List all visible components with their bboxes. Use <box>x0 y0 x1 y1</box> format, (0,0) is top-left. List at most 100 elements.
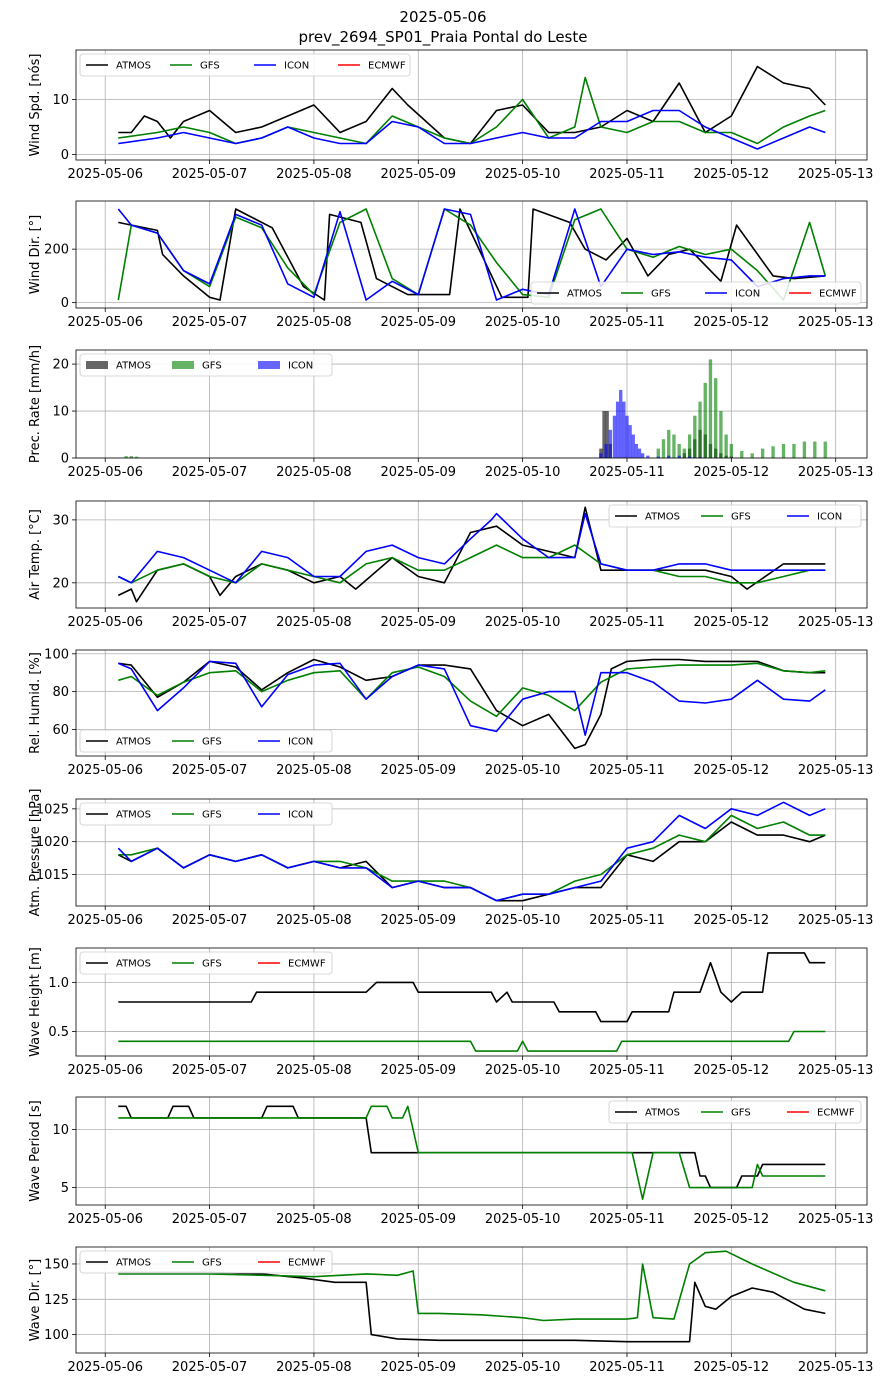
plot-area <box>118 1250 826 1343</box>
bar-gfs <box>698 401 702 458</box>
x-tick-label: 2025-05-06 <box>67 1360 143 1375</box>
y-axis-label: Wind Dir. [°] <box>28 215 43 295</box>
plot-area <box>117 208 827 301</box>
legend-label: ATMOS <box>567 289 602 300</box>
legend-box <box>79 53 411 77</box>
plot-area <box>117 506 826 603</box>
y-tick-label: 30 <box>52 513 69 528</box>
bar-icon <box>608 429 612 458</box>
bar-gfs <box>740 450 744 458</box>
bar-gfs <box>714 378 718 458</box>
x-tick-label: 2025-05-13 <box>798 1360 874 1375</box>
x-tick-label: 2025-05-09 <box>380 1063 456 1078</box>
figure-title-date: 2025-05-06 <box>399 8 487 26</box>
x-tick-label: 2025-05-09 <box>380 615 456 630</box>
x-tick-label: 2025-05-12 <box>694 1063 770 1078</box>
bar-gfs <box>134 456 139 458</box>
legend-label: ATMOS <box>116 1258 151 1269</box>
x-tick-label: 2025-05-13 <box>798 167 874 182</box>
y-tick-label: 10 <box>52 93 69 108</box>
x-tick-label: 2025-05-12 <box>694 763 770 778</box>
bar-gfs <box>687 434 692 458</box>
legend-label: ICON <box>288 361 313 372</box>
x-tick-label: 2025-05-13 <box>798 1063 874 1078</box>
bar-gfs <box>124 456 128 458</box>
legend-box <box>79 1250 333 1274</box>
x-tick-label: 2025-05-10 <box>485 167 561 182</box>
legend-label: ATMOS <box>116 61 151 72</box>
x-tick-label: 2025-05-11 <box>589 167 665 182</box>
bar-gfs <box>729 443 734 458</box>
x-tick-label: 2025-05-12 <box>694 315 770 330</box>
bar-icon <box>634 443 639 458</box>
legend-box <box>79 729 333 753</box>
x-tick-label: 2025-05-06 <box>67 1212 143 1227</box>
legend-label: ECMWF <box>288 1258 326 1269</box>
x-tick-label: 2025-05-07 <box>172 1212 248 1227</box>
x-tick-label: 2025-05-07 <box>172 167 248 182</box>
bar-atmos <box>602 411 606 458</box>
bar-gfs <box>750 453 754 458</box>
y-tick-label: 0 <box>61 452 69 467</box>
x-tick-label: 2025-05-11 <box>589 1063 665 1078</box>
y-axis-label: Wave Period [s] <box>28 1100 43 1201</box>
x-tick-label: 2025-05-11 <box>589 1212 665 1227</box>
legend: ATMOS GFS ICON <box>79 729 333 753</box>
series-line-gfs <box>118 1105 826 1200</box>
bar-icon <box>656 456 660 458</box>
plot-area <box>124 359 827 458</box>
bar-gfs <box>823 441 827 458</box>
y-tick-label: 200 <box>44 243 69 258</box>
legend-label: ECMWF <box>368 61 406 72</box>
legend: ATMOS GFS ICON ECMWF <box>79 53 411 77</box>
bar-icon <box>604 443 608 458</box>
legend-label: ATMOS <box>116 737 151 748</box>
x-tick-label: 2025-05-08 <box>276 913 352 928</box>
y-tick-label: 80 <box>52 685 69 700</box>
bar-icon <box>687 456 692 458</box>
x-tick-label: 2025-05-09 <box>380 167 456 182</box>
x-tick-label: 2025-05-10 <box>485 1360 561 1375</box>
x-tick-label: 2025-05-07 <box>172 615 248 630</box>
x-tick-label: 2025-05-13 <box>798 615 874 630</box>
x-tick-label: 2025-05-08 <box>276 167 352 182</box>
legend-label: GFS <box>202 810 222 821</box>
x-tick-label: 2025-05-09 <box>380 913 456 928</box>
x-tick-label: 2025-05-10 <box>485 913 561 928</box>
x-tick-label: 2025-05-12 <box>694 913 770 928</box>
y-tick-label: 60 <box>52 723 69 738</box>
bar-gfs <box>703 382 707 458</box>
x-tick-label: 2025-05-10 <box>485 465 561 480</box>
legend-label: ECMWF <box>817 1108 855 1119</box>
legend-label: ATMOS <box>645 1108 680 1119</box>
panel-air-temp-c: 2025-05-06 2025-05-07 2025-05-08 2025-05-09… <box>28 500 874 630</box>
x-tick-label: 2025-05-08 <box>276 1212 352 1227</box>
legend: ATMOS GFS ECMWF <box>608 1100 862 1124</box>
series-line-gfs <box>117 208 827 301</box>
bar-gfs <box>719 411 723 458</box>
legend: ATMOS GFS ECMWF <box>79 1250 333 1274</box>
x-tick-label: 2025-05-06 <box>67 913 143 928</box>
x-tick-label: 2025-05-13 <box>798 1212 874 1227</box>
legend-label: ATMOS <box>116 959 151 970</box>
series-line-gfs <box>118 662 826 718</box>
legend-label: GFS <box>200 61 220 72</box>
legend-label: ICON <box>817 512 842 523</box>
legend-box <box>530 281 862 305</box>
x-tick-label: 2025-05-11 <box>589 315 665 330</box>
x-tick-label: 2025-05-13 <box>798 913 874 928</box>
bar-atmos <box>605 411 609 458</box>
x-tick-label: 2025-05-07 <box>172 913 248 928</box>
legend-box <box>608 1100 862 1124</box>
bar-gfs <box>781 443 786 458</box>
axes-frame <box>75 649 868 757</box>
legend: ATMOS GFS ECMWF <box>79 951 333 975</box>
series-line-icon <box>117 660 826 736</box>
panel-wave-dir: 2025-05-06 2025-05-07 2025-05-08 2025-05-09… <box>28 1246 874 1375</box>
x-tick-label: 2025-05-08 <box>276 465 352 480</box>
y-axis-label: Atm. Pressure [hPa] <box>28 789 43 917</box>
y-tick-label: 10 <box>52 405 69 420</box>
bar-icon <box>637 448 642 458</box>
panel-wind-spd-n-s: 2025-05-06 2025-05-07 2025-05-08 2025-05-09… <box>28 49 874 182</box>
legend: ATMOS GFS ICON <box>79 802 333 826</box>
